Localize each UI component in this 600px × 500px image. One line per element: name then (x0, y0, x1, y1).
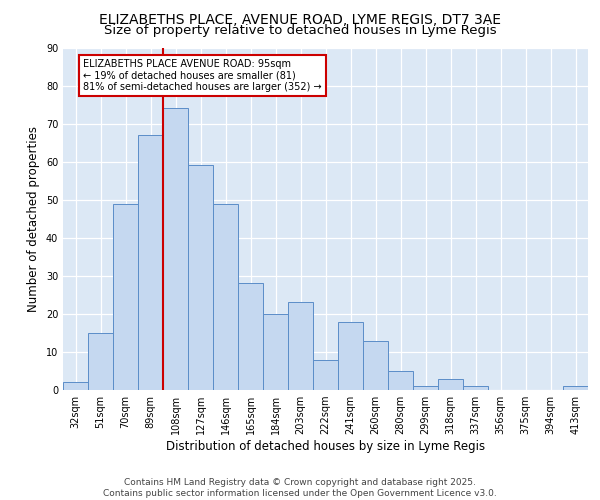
Bar (313, 360, 338, 390)
Text: Size of property relative to detached houses in Lyme Regis: Size of property relative to detached ho… (104, 24, 496, 37)
Text: ELIZABETHS PLACE AVENUE ROAD: 95sqm
← 19% of detached houses are smaller (81)
81: ELIZABETHS PLACE AVENUE ROAD: 95sqm ← 19… (83, 59, 322, 92)
Bar (263, 314, 288, 390)
Bar (563, 386, 588, 390)
Bar (413, 386, 438, 390)
Text: ELIZABETHS PLACE, AVENUE ROAD, LYME REGIS, DT7 3AE: ELIZABETHS PLACE, AVENUE ROAD, LYME REGI… (99, 12, 501, 26)
Text: Contains HM Land Registry data © Crown copyright and database right 2025.
Contai: Contains HM Land Registry data © Crown c… (103, 478, 497, 498)
Bar (438, 378, 463, 390)
Bar (213, 204, 238, 390)
Bar (388, 371, 413, 390)
Bar (113, 204, 138, 390)
Bar (63, 382, 88, 390)
Bar (463, 386, 488, 390)
Bar (238, 284, 263, 390)
Bar (338, 322, 363, 390)
X-axis label: Distribution of detached houses by size in Lyme Regis: Distribution of detached houses by size … (166, 440, 485, 453)
Bar (88, 333, 113, 390)
Bar (288, 302, 313, 390)
Bar (163, 108, 188, 390)
Bar (363, 340, 388, 390)
Y-axis label: Number of detached properties: Number of detached properties (27, 126, 40, 312)
Bar (138, 135, 163, 390)
Bar (188, 166, 213, 390)
